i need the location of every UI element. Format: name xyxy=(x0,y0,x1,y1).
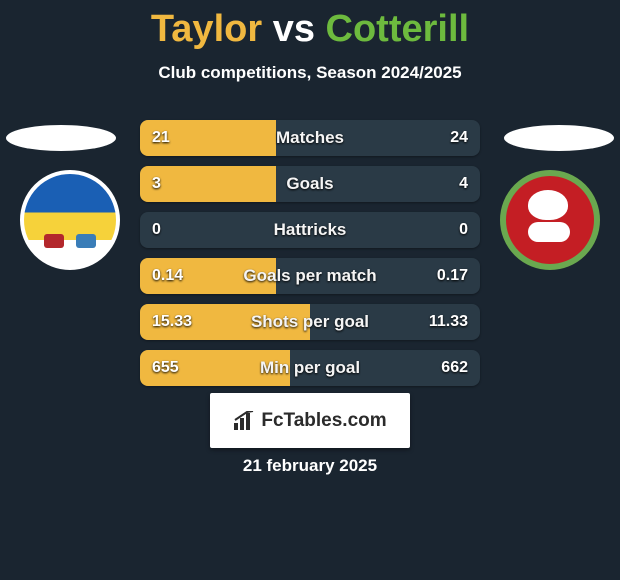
subtitle: Club competitions, Season 2024/2025 xyxy=(0,63,620,83)
watermark-text: FcTables.com xyxy=(261,410,386,432)
stats-bars: 2124Matches 34Goals 00Hattricks 0.140.17Goa… xyxy=(140,120,480,396)
stat-label: Shots per goal xyxy=(140,304,480,340)
player1-name: Taylor xyxy=(151,8,262,50)
player2-platform xyxy=(504,125,614,151)
stat-row: 0.140.17Goals per match xyxy=(140,258,480,294)
stat-row: 655662Min per goal xyxy=(140,350,480,386)
comparison-title: Taylor vs Cotterill xyxy=(0,0,620,51)
stat-label: Goals xyxy=(140,166,480,202)
source-watermark: FcTables.com xyxy=(210,393,410,448)
stat-label: Goals per match xyxy=(140,258,480,294)
vs-label: vs xyxy=(273,8,315,50)
player1-club-crest xyxy=(20,170,120,270)
stat-row: 15.3311.33Shots per goal xyxy=(140,304,480,340)
comparison-date: 21 february 2025 xyxy=(0,456,620,476)
player1-platform xyxy=(6,125,116,151)
stat-label: Hattricks xyxy=(140,212,480,248)
stat-row: 2124Matches xyxy=(140,120,480,156)
stat-label: Matches xyxy=(140,120,480,156)
stat-row: 00Hattricks xyxy=(140,212,480,248)
stat-row: 34Goals xyxy=(140,166,480,202)
player2-name: Cotterill xyxy=(326,8,470,50)
player2-club-crest xyxy=(500,170,600,270)
stat-label: Min per goal xyxy=(140,350,480,386)
chart-icon xyxy=(233,411,255,431)
